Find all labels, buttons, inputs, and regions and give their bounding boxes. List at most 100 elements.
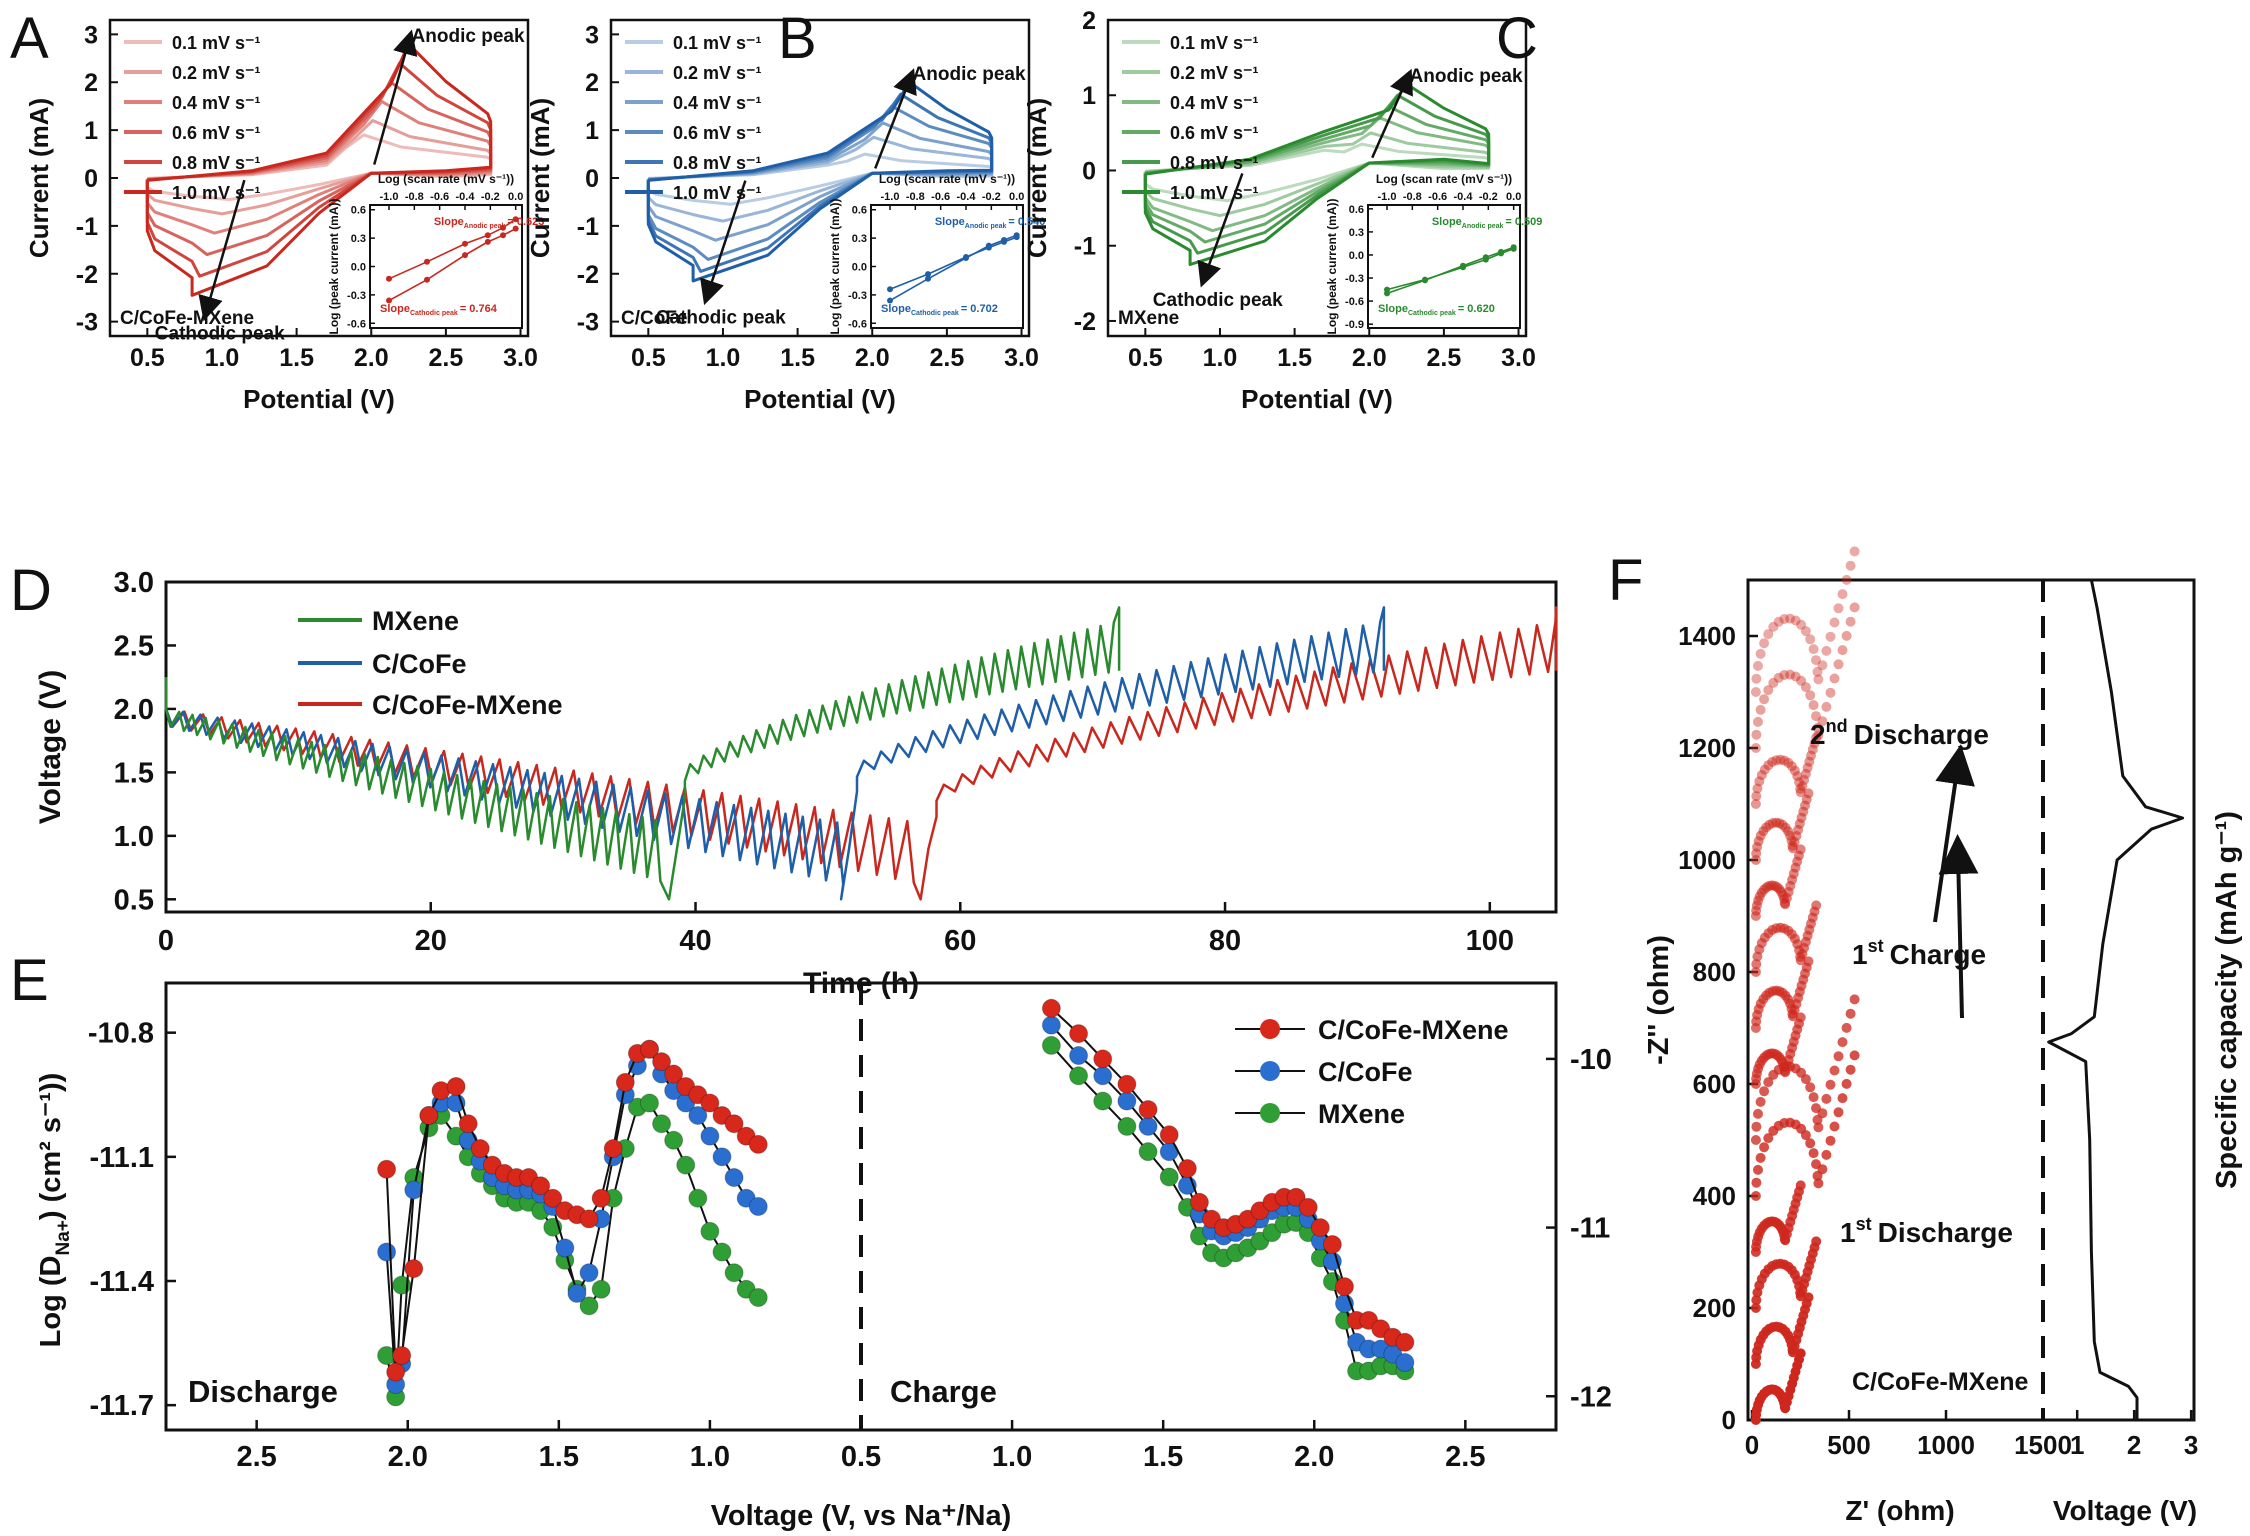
eis-point — [1813, 1178, 1824, 1189]
legend-entry: 1.0 mV s⁻¹ — [673, 183, 762, 203]
eis-point — [1805, 1138, 1816, 1149]
eis-point — [1795, 844, 1806, 855]
anodic-arrow — [373, 29, 418, 165]
charge-point — [1069, 1046, 1089, 1066]
cathodic-label: Cathodic peak — [155, 323, 285, 344]
eis-point — [1807, 744, 1818, 755]
cv-xtick: 3.0 — [1004, 344, 1039, 372]
diffusion-ytick-left: -10.8 — [88, 1018, 154, 1050]
cathodic-arrow — [700, 180, 747, 306]
legend-marker-mxene — [1260, 1103, 1280, 1123]
inset-xtick: 0.0 — [508, 191, 523, 203]
panel-label-b: B — [778, 6, 817, 71]
cathodic-arrow — [1197, 173, 1244, 288]
discharge-point — [748, 1288, 768, 1308]
gitt-xtick: 100 — [1466, 925, 1514, 957]
charge-point — [1138, 1100, 1158, 1120]
eis-point — [1808, 1092, 1819, 1103]
cv-ylabel: Current (mA) — [1022, 98, 1052, 258]
diffusion-xtick-right: 2.0 — [1294, 1441, 1334, 1473]
charge-point — [1177, 1159, 1197, 1179]
inset-chart: -1.0 -0.8 -0.6 -0.4 -0.2 0.0 0.6 0.3 0.0 -0.3 -0.6… — [828, 172, 1045, 335]
charge-point — [1298, 1197, 1318, 1217]
eis-point — [1805, 634, 1816, 645]
charge-point — [1041, 998, 1061, 1018]
gitt-legend-ccofemxene: C/CoFe-MXene — [372, 690, 563, 720]
slope-cathodic: SlopeCathodic peak = 0.702 — [881, 303, 998, 317]
diffusion-ytick-left: -11.4 — [90, 1266, 155, 1298]
eis-point — [1800, 1074, 1811, 1085]
eis-point — [1753, 1108, 1763, 1119]
discharge-point — [392, 1346, 412, 1365]
eis-point — [1829, 673, 1840, 684]
inset-ytick: -0.6 — [347, 318, 366, 330]
inset-xtick: -0.8 — [906, 191, 925, 203]
anodic-arrow — [874, 68, 917, 169]
diffusion-legend: C/CoFe-MXene C/CoFe MXene — [1235, 1015, 1509, 1129]
inset-xtick: -1.0 — [1378, 191, 1397, 203]
eis-point — [1751, 673, 1762, 684]
eis-point — [1773, 616, 1784, 627]
eis-point — [1812, 666, 1823, 677]
cv-ytick: 3 — [84, 21, 98, 49]
eis-ytick: 400 — [1693, 1181, 1736, 1211]
eis-point — [1786, 761, 1797, 772]
eis-point — [1751, 1121, 1762, 1132]
eis-point — [1759, 638, 1770, 649]
eis-point — [1785, 613, 1796, 624]
eis-point — [1751, 729, 1762, 740]
diffusion-xtick-right: 1.0 — [992, 1441, 1032, 1473]
gitt-xtick: 80 — [1209, 925, 1241, 957]
eis-ytick: 1200 — [1678, 733, 1736, 763]
eis-point — [1767, 757, 1778, 767]
eis-xtick: 1500 — [2014, 1430, 2072, 1460]
eis-point — [1792, 771, 1803, 782]
inset-xtick: -0.2 — [982, 191, 1001, 203]
eis-point — [1837, 1037, 1848, 1048]
eis-point — [1841, 574, 1852, 585]
discharge-point — [446, 1076, 466, 1096]
eis-point — [1755, 648, 1766, 659]
cv-curve-6 — [145, 42, 493, 297]
inset-point-anodic — [424, 258, 430, 265]
discharge-point — [404, 1259, 424, 1279]
arrow-2nd-discharge — [1933, 744, 1975, 923]
eis-point — [1752, 783, 1763, 794]
inset-point-cathodic — [985, 242, 992, 249]
eis-point — [1755, 1152, 1766, 1163]
eis-frame — [1746, 578, 2196, 1422]
legend-entry: 0.8 mV s⁻¹ — [172, 153, 261, 173]
eis-point — [1849, 994, 1860, 1005]
inset-ytick: -0.3 — [1345, 273, 1364, 285]
eis-ylabel: -Z'' (ohm) — [1643, 935, 1675, 1065]
charge-point — [1093, 1049, 1113, 1069]
charge-point — [1286, 1187, 1306, 1207]
charge-point — [1322, 1234, 1342, 1254]
eis-point — [1771, 755, 1782, 766]
inset-xtick: -0.2 — [481, 191, 500, 203]
cv-ytick: 1 — [585, 117, 599, 145]
gitt-ytick: 3.0 — [114, 567, 154, 599]
legend-entry: 0.8 mV s⁻¹ — [1170, 153, 1259, 173]
inset-xlabel: Log (scan rate (mV s⁻¹)) — [879, 172, 1015, 186]
eis-point — [1750, 799, 1761, 809]
eis-point — [1800, 1130, 1811, 1141]
eis-point — [1849, 602, 1860, 613]
diffusion-ytick-right: -11 — [1570, 1213, 1610, 1245]
cv-ytick: -3 — [76, 309, 98, 337]
eis-point — [1849, 1050, 1860, 1061]
cv-ytick: -2 — [76, 261, 98, 289]
diffusion-legend-ccofemxene: C/CoFe-MXene — [1318, 1015, 1509, 1045]
cv-xlabel: Potential (V) — [1241, 384, 1393, 414]
eis-point — [1811, 732, 1822, 743]
eis-point — [1751, 959, 1762, 970]
inset-chart: -1.0 -0.8 -0.6 -0.4 -0.2 0.0 0.6 0.3 0.0 -0.3 -0.6… — [1325, 172, 1542, 335]
legend-entry: 1.0 mV s⁻¹ — [1170, 183, 1259, 203]
discharge-point — [377, 1159, 397, 1179]
cv-ylabel: Current (mA) — [24, 98, 54, 258]
discharge-point — [386, 1362, 406, 1382]
inset-point-cathodic — [1001, 237, 1007, 244]
eis-point — [1825, 1135, 1836, 1146]
legend-entry: 0.4 mV s⁻¹ — [1170, 93, 1259, 113]
eis-point — [1825, 687, 1836, 698]
